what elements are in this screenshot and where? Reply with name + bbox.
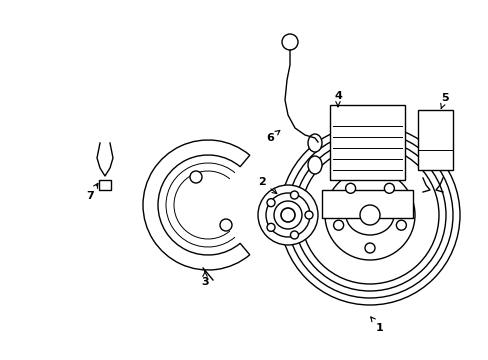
Text: 5: 5 [440,93,448,109]
Text: 4: 4 [333,91,341,107]
Text: 1: 1 [370,317,383,333]
Circle shape [364,243,374,253]
Ellipse shape [307,156,321,174]
Bar [321,190,412,218]
Circle shape [220,219,231,231]
Bar [417,110,452,170]
Circle shape [266,223,274,231]
Circle shape [290,231,298,239]
Bar [99,180,111,190]
Circle shape [305,211,312,219]
Circle shape [266,199,274,207]
Circle shape [190,171,202,183]
Wedge shape [142,140,249,270]
Text: 2: 2 [258,177,276,194]
Circle shape [258,185,317,245]
Circle shape [359,205,379,225]
Text: 7: 7 [86,183,98,201]
Text: 3: 3 [201,271,208,287]
Circle shape [345,183,355,193]
Ellipse shape [307,134,321,152]
Bar [329,105,404,180]
Text: 6: 6 [265,130,279,143]
Circle shape [281,208,294,222]
Circle shape [333,220,343,230]
Circle shape [384,183,394,193]
Circle shape [290,191,298,199]
Circle shape [396,220,406,230]
